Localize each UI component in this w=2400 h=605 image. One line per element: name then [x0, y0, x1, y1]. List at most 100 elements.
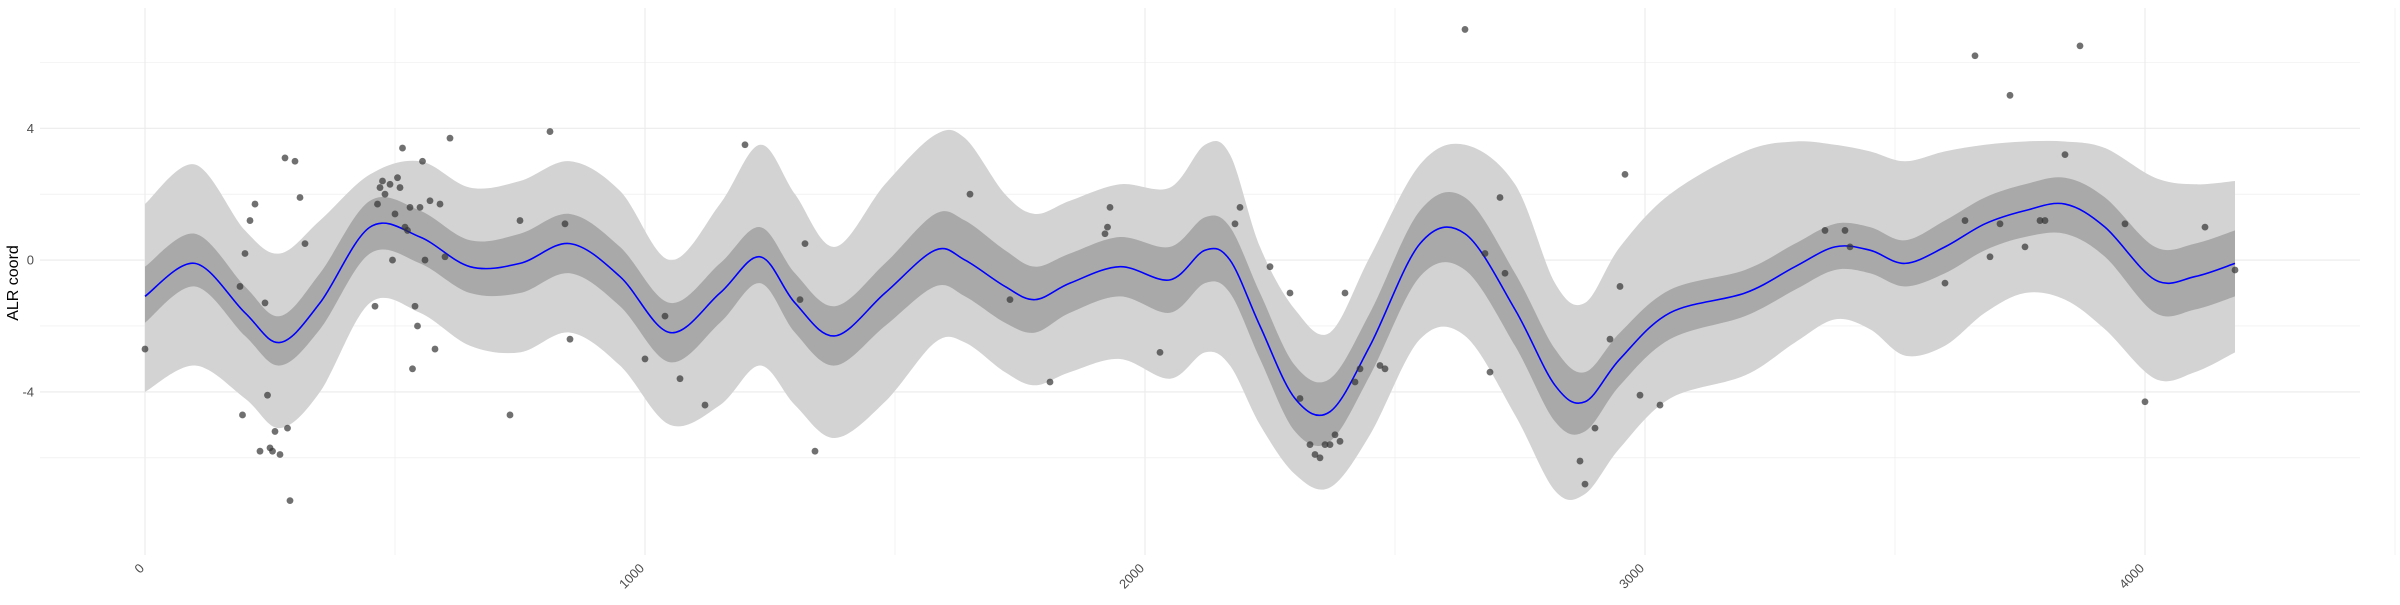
data-point [301, 240, 309, 248]
data-point [296, 194, 304, 201]
data-point [419, 157, 426, 165]
data-point [421, 256, 429, 264]
data-point [1326, 441, 1334, 449]
data-point [411, 302, 419, 310]
fitted-mean-line [144, 202, 2236, 417]
data-point [801, 240, 809, 248]
data-point [284, 424, 291, 432]
data-point [1461, 26, 1469, 33]
data-point [1381, 365, 1389, 373]
data-point [1961, 217, 1969, 224]
data-point [2141, 398, 2149, 406]
data-point [416, 203, 424, 211]
data-point [1351, 378, 1359, 386]
y-tick-label: 4 [27, 121, 34, 136]
data-point [811, 447, 819, 455]
data-point [1636, 391, 1644, 399]
data-point [566, 335, 574, 343]
data-point [1606, 335, 1614, 343]
data-point [1576, 457, 1584, 465]
data-point [446, 134, 454, 142]
data-point [1101, 230, 1109, 238]
data-point [2006, 91, 2014, 99]
data-point [1286, 289, 1294, 297]
data-point [431, 345, 439, 353]
data-point [1356, 365, 1364, 373]
inner-interval-band [145, 177, 2235, 446]
data-point [414, 322, 421, 330]
data-point [426, 197, 434, 205]
data-point [1621, 171, 1629, 178]
data-point [1331, 431, 1339, 439]
data-point [1496, 194, 1504, 201]
x-tick-label: 4000 [2116, 561, 2147, 592]
data-point [379, 177, 386, 185]
data-point [2036, 217, 2044, 224]
data-point [1486, 368, 1494, 376]
data-point [281, 154, 289, 162]
data-point [2021, 243, 2029, 251]
data-point [374, 200, 381, 208]
data-point [269, 447, 276, 455]
data-point [2076, 42, 2084, 50]
data-point [661, 312, 669, 320]
data-point [1971, 52, 1979, 60]
data-point [251, 200, 259, 208]
data-point [241, 250, 249, 257]
x-axis-ticks: 0 1000 2000 3000 4000 [131, 561, 2147, 592]
data-point [261, 299, 269, 307]
data-point [1316, 454, 1324, 462]
data-point [381, 190, 389, 198]
data-point [1656, 401, 1664, 409]
fitted-line-layer [144, 202, 2236, 417]
data-point [396, 184, 404, 191]
data-point [1156, 348, 1164, 356]
data-point [141, 345, 149, 353]
x-tick-label: 2000 [1116, 561, 1147, 592]
data-point [1591, 424, 1599, 432]
data-point [2041, 217, 2049, 224]
x-tick-label: 1000 [616, 561, 647, 592]
data-point [376, 184, 384, 191]
data-point [1481, 250, 1489, 257]
data-point [1311, 451, 1319, 458]
data-point [741, 141, 749, 149]
data-point [1616, 283, 1624, 290]
data-point [399, 144, 406, 152]
data-point [641, 355, 649, 363]
x-tick-label: 0 [131, 561, 147, 577]
data-point [1006, 296, 1014, 304]
data-point [1321, 441, 1329, 449]
data-point [1106, 203, 1114, 211]
data-point [1266, 263, 1274, 271]
data-point [406, 203, 414, 211]
data-point [246, 217, 254, 224]
data-point [2121, 220, 2129, 228]
data-point [1231, 220, 1239, 228]
data-point [1821, 227, 1829, 234]
data-point [1941, 279, 1949, 287]
data-point [561, 220, 569, 228]
data-point [1996, 220, 2004, 228]
data-point [516, 217, 524, 224]
data-point [264, 391, 271, 399]
data-point [1236, 203, 1244, 211]
data-point [291, 157, 299, 165]
data-point [286, 497, 294, 505]
data-point [796, 296, 804, 304]
outer-interval-band [145, 129, 2235, 501]
data-point [1581, 480, 1589, 488]
y-tick-label: 0 [27, 253, 34, 268]
data-point [371, 302, 379, 310]
data-point [386, 180, 394, 188]
x-tick-label: 3000 [1616, 561, 1647, 592]
data-point [1306, 441, 1314, 449]
y-axis-title: ALR coord [5, 245, 22, 321]
data-point [239, 411, 246, 419]
data-point [389, 256, 396, 264]
data-point [506, 411, 514, 419]
confidence-bands [145, 129, 2235, 501]
data-point [676, 375, 684, 383]
